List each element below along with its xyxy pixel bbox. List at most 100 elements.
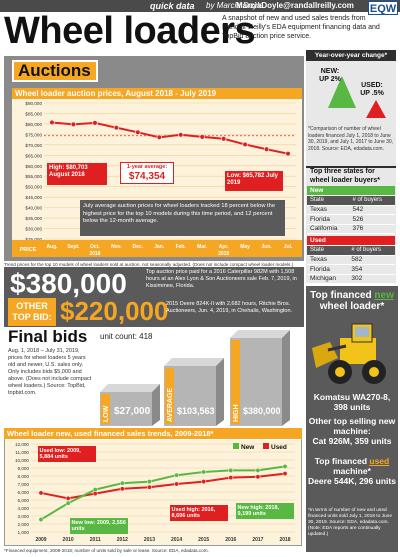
used-data-point — [92, 491, 98, 497]
legend-new-label: New — [241, 444, 255, 451]
data-point — [220, 136, 227, 142]
top-financed-post: wheel loader* — [319, 301, 385, 312]
buyers-cell: 302 — [348, 274, 395, 284]
used-title-post: machine* — [333, 466, 371, 476]
yoy-new-label: NEW: — [320, 68, 340, 75]
y-tick-label: $85,000 — [25, 111, 42, 116]
used-title-word: used — [369, 456, 390, 466]
final-bids-title: Final bids — [8, 327, 88, 346]
x-tick-label: 2015 — [198, 537, 209, 543]
top-price-value: $380,000 — [10, 268, 127, 299]
other-top-bid-desc: 2015 Deere 824K-II with 2,682 hours, Rit… — [166, 301, 293, 314]
used-low-annotation: Used low: 2009, 5,884 units — [38, 446, 96, 462]
low-label: LOW — [103, 405, 110, 422]
author-email[interactable]: MarciaDoyle@randallreilly.com — [236, 1, 354, 10]
y-tick-label: 6,000 — [18, 490, 30, 495]
yoy-used-value: UP .5% — [360, 90, 384, 97]
new-low-annotation-text: New low: 2009, 2,556 units — [71, 519, 126, 533]
table-row: Texas 582 — [307, 255, 395, 265]
high-block-top — [230, 330, 290, 338]
y-tick-label: $65,000 — [25, 153, 42, 158]
states-new-table: New State # of buyers Texas 542 Florida 526… — [307, 186, 395, 234]
y-tick-label: 4,000 — [18, 506, 30, 511]
auctions-label: Auctions — [12, 60, 98, 82]
state-cell: Florida — [307, 214, 350, 225]
x-tick-label: 2014 — [171, 537, 182, 543]
y-tick-label: $55,000 — [25, 174, 42, 179]
table-row: California 376 — [307, 224, 395, 234]
high-value: $380,000 — [243, 406, 281, 416]
new-data-point — [119, 480, 125, 486]
legend-used-swatch — [263, 443, 269, 449]
state-cell: California — [307, 224, 350, 234]
used-model: Deere 544K, 296 units — [308, 476, 396, 486]
yoy-new-value: UP 2% — [319, 76, 341, 83]
states-used-table: Used State # of buyers Texas 582 Florida 35… — [307, 236, 395, 284]
trend-y-ticks: 1,000 2,000 3,000 4,000 5,000 6,000 7,000 8,000… — [15, 442, 30, 535]
y-tick-label: $60,000 — [25, 164, 42, 169]
state-cell: Michigan — [307, 274, 349, 284]
x-tick-label: Nov. — [111, 244, 122, 250]
x-tick-label: 2010 — [63, 537, 74, 543]
y-tick-label: $35,000 — [25, 216, 42, 221]
data-point — [199, 134, 205, 140]
year-label: 2019 — [218, 251, 229, 257]
other-top-bid-value: $220,000 — [60, 296, 169, 326]
y-tick-label: 7,000 — [18, 482, 30, 487]
other-top-selling-model: Cat 926M, 359 units — [312, 436, 392, 446]
used-high-annotation: Used high: 2016, 8,696 units — [170, 505, 228, 521]
final-bids-count: unit count: 418 — [100, 332, 153, 341]
used-data-point — [174, 481, 180, 487]
low-block-side — [152, 384, 160, 426]
auction-note: July average auction prices for wheel lo… — [80, 200, 285, 236]
state-cell: Texas — [307, 205, 350, 215]
x-axis-band — [12, 240, 302, 257]
y-tick-label: $50,000 — [25, 185, 42, 190]
used-col-row: State # of buyers — [307, 245, 395, 256]
auction-y-ticks: $25,000 $30,000 $35,000 $40,000 $45,000 $50,0… — [25, 101, 42, 242]
data-point — [178, 132, 184, 138]
yoy-title: Year-over-year change* — [306, 50, 396, 61]
used-data-point — [255, 474, 261, 480]
new-data-point — [255, 467, 261, 473]
top-price-desc: Top auction price paid for a 2016 Caterp… — [146, 269, 297, 289]
new-data-point — [201, 469, 207, 475]
x-tick-label: 2011 — [90, 537, 101, 543]
auction-note-text: July average auction prices for wheel lo… — [83, 203, 276, 224]
y-tick-label: $45,000 — [25, 195, 42, 200]
col-state: State — [307, 245, 349, 256]
x-tick-label: 2018 — [279, 537, 290, 543]
high-annotation: High: $80,703 August 2018 — [47, 163, 107, 185]
top-financed-title: Top financed new wheel loader* — [306, 290, 398, 312]
buyers-cell: 582 — [348, 255, 395, 265]
y-tick-label: 3,000 — [18, 514, 30, 519]
new-data-point — [65, 500, 71, 506]
new-low-annotation: New low: 2009, 2,556 units — [70, 518, 128, 534]
used-header: Used — [307, 236, 395, 246]
low-tag — [101, 394, 110, 424]
new-up-arrow-icon — [328, 76, 356, 108]
low-annotation-text: Low: $65,782 July 2019 — [227, 173, 279, 186]
used-data-point — [38, 490, 44, 496]
col-state: State — [307, 195, 350, 206]
used-data-point — [119, 486, 125, 492]
high-annotation-text: High: $80,703 August 2018 — [49, 165, 88, 178]
used-low-annotation-text: Used low: 2009, 5,884 units — [39, 447, 81, 461]
page-title: Wheel loaders — [4, 10, 256, 52]
yoy-used-label: USED: — [361, 82, 383, 89]
x-tick-label: Jun. — [261, 244, 272, 250]
eqw-logo: EQW — [368, 1, 398, 15]
loader-rear-hub — [369, 367, 379, 377]
yoy-used: USED: UP .5% — [352, 82, 392, 98]
new-data-point — [282, 463, 288, 469]
x-tick-label: Sept. — [67, 244, 80, 250]
x-tick-label: Jan. — [154, 244, 165, 250]
y-tick-label: $30,000 — [25, 227, 42, 232]
auction-chart-title: Wheel loader auction prices, August 2018… — [12, 88, 302, 99]
new-header-row: New — [307, 186, 395, 196]
buyers-cell: 376 — [349, 224, 395, 234]
used-data-point — [65, 495, 71, 501]
average-annotation: 1-year average: $74,354 — [120, 162, 174, 184]
auction-x-ticks: PRICE Aug. Sept. Oct. Nov. Dec. Jan. Feb. Mar. Ap… — [12, 240, 302, 257]
trend-footnote: *Financed equipment, 2009-2018; number o… — [4, 548, 209, 553]
